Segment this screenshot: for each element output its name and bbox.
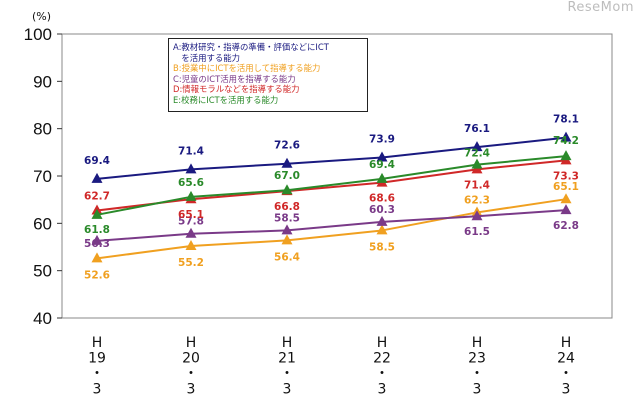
y-tick-label: 40 <box>33 309 52 328</box>
data-label: 72.4 <box>464 148 490 160</box>
x-tick-label: H <box>472 335 483 351</box>
data-point-marker <box>376 151 388 162</box>
data-label: 56.4 <box>274 251 300 263</box>
series-line <box>96 159 567 212</box>
data-point-marker <box>91 208 103 219</box>
data-label: 61.8 <box>84 224 110 236</box>
x-tick-label: ・ <box>90 366 104 382</box>
data-label: 62.8 <box>553 220 579 232</box>
series-line <box>96 198 567 260</box>
data-label: 68.6 <box>369 193 395 205</box>
data-point-marker <box>560 150 572 161</box>
data-label: 65.6 <box>178 177 204 189</box>
data-label: 71.4 <box>178 145 204 157</box>
data-point-marker <box>185 190 197 201</box>
data-label: 62.7 <box>84 191 110 203</box>
data-label: 58.5 <box>274 212 300 224</box>
x-tick-label: 19 <box>88 351 106 367</box>
data-label: 73.9 <box>369 134 395 146</box>
data-point-marker <box>91 172 103 183</box>
x-tick-label: 21 <box>278 351 296 367</box>
x-tick-label: ・ <box>280 366 294 382</box>
data-label: 72.6 <box>274 140 300 152</box>
data-label: 65.1 <box>553 181 579 193</box>
data-point-marker <box>471 141 483 152</box>
data-point-marker <box>560 193 572 204</box>
data-label: 58.5 <box>369 241 395 253</box>
data-label: 56.3 <box>84 238 110 250</box>
y-tick-label: 90 <box>33 72 52 91</box>
x-tick-label: ・ <box>559 366 573 382</box>
data-point-marker <box>376 215 388 226</box>
x-tick-label: 20 <box>182 351 200 367</box>
data-point-marker <box>471 210 483 221</box>
watermark-logo: ReseMom <box>567 0 634 15</box>
series-line <box>96 155 567 216</box>
data-label: 74.2 <box>553 135 579 147</box>
x-tick-label: H <box>282 335 293 351</box>
data-label: 69.4 <box>84 155 110 167</box>
data-point-marker <box>376 172 388 183</box>
x-tick-label: ・ <box>470 366 484 382</box>
x-tick-label: 3 <box>283 382 292 398</box>
data-point-marker <box>376 224 388 235</box>
data-label: 62.3 <box>464 194 490 206</box>
data-point-marker <box>281 184 293 195</box>
x-tick-label: 24 <box>557 351 575 367</box>
data-point-marker <box>281 157 293 168</box>
y-tick-label: 60 <box>33 214 52 233</box>
data-point-marker <box>91 234 103 245</box>
legend-entry: E:校務にICTを活用する能力 <box>173 94 279 105</box>
data-label: 60.3 <box>369 204 395 216</box>
y-tick-label: 50 <box>33 262 52 281</box>
data-point-marker <box>560 204 572 215</box>
legend-entry: D:情報モラルなどを指導する能力 <box>173 84 300 95</box>
data-label: 76.1 <box>464 123 490 135</box>
legend-entry: を活用する能力 <box>173 52 240 63</box>
x-tick-label: 3 <box>378 382 387 398</box>
x-tick-label: ・ <box>375 366 389 382</box>
data-label: 65.1 <box>178 209 204 221</box>
data-point-marker <box>185 240 197 251</box>
data-point-marker <box>471 158 483 169</box>
data-point-marker <box>185 227 197 238</box>
data-point-marker <box>560 131 572 142</box>
x-tick-label: H <box>377 335 388 351</box>
y-tick-label: 100 <box>24 25 52 44</box>
data-label: 73.3 <box>553 170 579 182</box>
x-tick-label: H <box>561 335 572 351</box>
data-label: 57.8 <box>178 216 204 228</box>
legend-entry: A:教材研究・指導の準備・評価などにICT <box>173 42 329 52</box>
x-tick-label: H <box>186 335 197 351</box>
data-point-marker <box>91 252 103 263</box>
y-tick-label: 70 <box>33 167 52 186</box>
legend-entry: B:授業中にICTを活用して指導する能力 <box>173 63 321 74</box>
data-label: 67.0 <box>274 170 300 182</box>
x-tick-label: H <box>92 335 103 351</box>
data-label: 61.5 <box>464 226 490 238</box>
data-label: 52.6 <box>84 269 110 281</box>
series-line <box>96 136 567 180</box>
data-point-marker <box>281 224 293 235</box>
y-tick-label: 80 <box>33 120 52 139</box>
x-tick-label: ・ <box>184 366 198 382</box>
data-label: 69.4 <box>369 159 395 171</box>
x-tick-label: 3 <box>473 382 482 398</box>
chart-legend: A:教材研究・指導の準備・評価などにICT を活用する能力 B:授業中にICTを活… <box>168 38 368 112</box>
data-point-marker <box>281 234 293 245</box>
x-tick-label: 3 <box>562 382 571 398</box>
x-tick-label: 3 <box>93 382 102 398</box>
data-label: 66.8 <box>274 201 300 213</box>
data-label: 55.2 <box>178 257 204 269</box>
data-point-marker <box>185 163 197 174</box>
series-line <box>96 209 567 242</box>
legend-entry: C:児童のICT活用を指導する能力 <box>173 73 296 84</box>
x-tick-label: 22 <box>373 351 391 367</box>
x-tick-label: 23 <box>468 351 486 367</box>
data-label: 71.4 <box>464 179 490 191</box>
y-axis-label: (%) <box>32 10 51 23</box>
data-label: 78.1 <box>553 114 579 126</box>
x-tick-label: 3 <box>187 382 196 398</box>
